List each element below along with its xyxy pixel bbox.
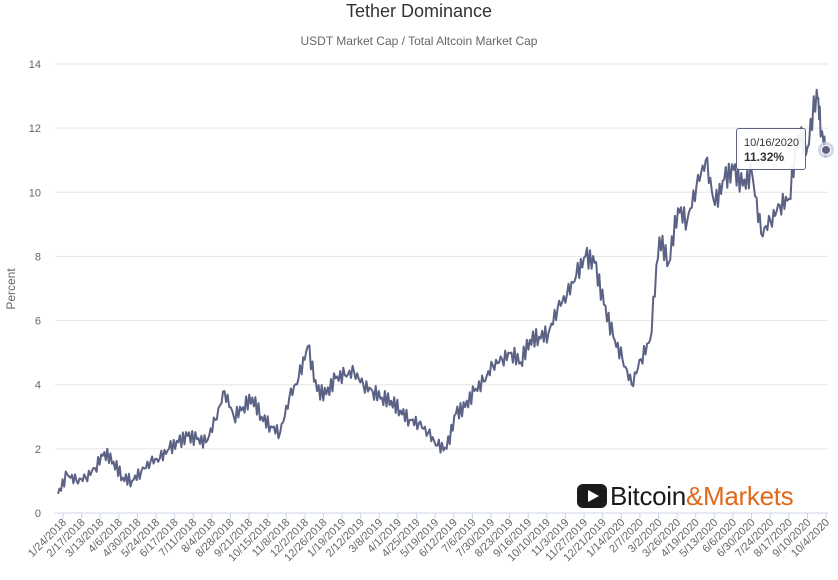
play-icon: [577, 484, 607, 508]
x-axis-ticks: 1/24/20182/17/20183/13/20184/6/20184/30/…: [26, 513, 832, 564]
y-axis-label: Percent: [4, 268, 18, 310]
y-tick-label: 2: [35, 444, 41, 456]
chart-subtitle: USDT Market Cap / Total Altcoin Market C…: [300, 34, 538, 48]
gridlines: [55, 63, 828, 514]
brand-name-part1: Bitcoin: [610, 480, 686, 511]
series-line-tether-dominance: [57, 88, 827, 495]
brand-logo: Bitcoin &Markets: [577, 478, 794, 514]
hover-point: [821, 144, 831, 155]
tooltip-value: 11.32%: [744, 150, 785, 164]
y-tick-label: 14: [29, 59, 41, 71]
y-tick-label: 4: [35, 380, 41, 392]
data-tooltip: 10/16/2020 11.32%: [736, 128, 806, 170]
y-tick-label: 12: [29, 123, 41, 135]
tooltip-date: 10/16/2020: [744, 137, 800, 149]
y-tick-label: 8: [35, 251, 41, 263]
chart-title: Tether Dominance: [345, 1, 493, 21]
y-tick-label: 6: [35, 316, 41, 328]
brand-name-part2: &Markets: [685, 480, 794, 511]
y-axis-ticks: 0 2 4 6 8 10 12 14: [29, 59, 41, 520]
y-tick-label: 0: [35, 508, 41, 520]
y-tick-label: 10: [29, 187, 41, 199]
